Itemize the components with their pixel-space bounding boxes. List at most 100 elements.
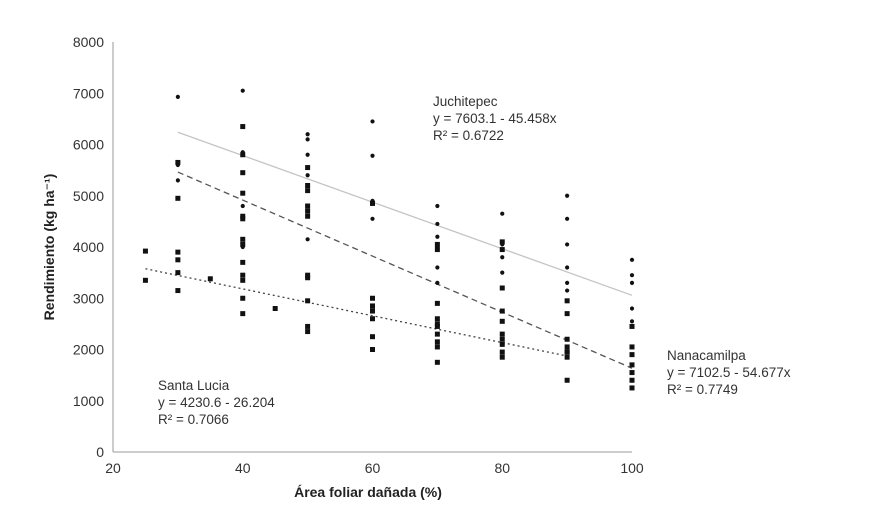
point-santa-lucia [142, 277, 148, 283]
point-juchitepec [305, 152, 310, 157]
point-juchitepec [500, 255, 505, 260]
point-nanacamilpa [564, 354, 570, 360]
point-juchitepec [629, 257, 635, 262]
point-juchitepec [435, 265, 440, 270]
y-tick-label: 7000 [73, 85, 104, 101]
point-nanacamilpa [240, 124, 246, 130]
y-tick-label: 1000 [73, 393, 104, 409]
y-tick-label: 6000 [73, 137, 104, 153]
point-santa-lucia [564, 349, 570, 355]
annotation-santa-lucia: Santa Lucia y = 4230.6 - 26.204 R² = 0.7… [158, 378, 275, 427]
point-nanacamilpa [370, 316, 375, 322]
x-axis-title: Área foliar dañada (%) [294, 484, 442, 500]
point-nanacamilpa [240, 277, 246, 283]
y-tick-label: 0 [96, 444, 104, 460]
annotation-nanacamilpa-name: Nanacamilpa [667, 348, 746, 363]
point-nanacamilpa [629, 352, 635, 358]
point-nanacamilpa [305, 188, 311, 194]
point-juchitepec [629, 273, 635, 278]
point-nanacamilpa [564, 311, 570, 317]
point-nanacamilpa [370, 200, 375, 206]
point-nanacamilpa [499, 341, 505, 347]
annotation-juchitepec-r2: R² = 0.6722 [433, 128, 504, 143]
point-nanacamilpa [370, 334, 375, 340]
x-tick-label: 80 [494, 460, 510, 476]
point-nanacamilpa [175, 270, 181, 276]
point-nanacamilpa [370, 347, 375, 352]
axes [112, 42, 632, 453]
point-nanacamilpa [499, 318, 505, 324]
point-juchitepec [305, 237, 310, 242]
point-juchitepec [305, 173, 310, 178]
y-tick-label: 2000 [73, 342, 104, 358]
annotation-juchitepec: Juchitepec y = 7603.1 - 45.458x R² = 0.6… [433, 94, 557, 143]
point-nanacamilpa [240, 170, 246, 176]
point-nanacamilpa [434, 300, 440, 306]
point-nanacamilpa [305, 203, 311, 209]
annotation-santa-lucia-name: Santa Lucia [158, 378, 230, 393]
point-nanacamilpa [175, 288, 181, 294]
point-juchitepec [305, 132, 310, 137]
point-nanacamilpa [240, 272, 246, 278]
y-axis-title: Rendimiento (kg ha⁻¹) [41, 174, 57, 321]
point-nanacamilpa [240, 241, 246, 247]
point-nanacamilpa [629, 370, 635, 376]
point-santa-lucia [499, 336, 505, 342]
point-nanacamilpa [499, 247, 505, 253]
point-nanacamilpa [305, 183, 311, 188]
point-nanacamilpa [629, 377, 635, 383]
point-nanacamilpa [499, 331, 505, 337]
x-tick-label: 40 [235, 460, 251, 476]
point-nanacamilpa [305, 208, 311, 214]
point-nanacamilpa [434, 344, 440, 350]
tick-labels: 0 1000 2000 3000 4000 5000 6000 7000 8000 20 40 60 8… [73, 34, 644, 476]
point-nanacamilpa [434, 331, 440, 337]
point-juchitepec [175, 94, 180, 99]
point-nanacamilpa [434, 247, 440, 253]
x-tick-label: 100 [620, 460, 644, 476]
point-nanacamilpa [629, 385, 635, 391]
point-nanacamilpa [305, 275, 311, 281]
point-nanacamilpa [175, 249, 181, 255]
point-juchitepec [500, 270, 505, 275]
point-nanacamilpa [434, 339, 440, 345]
point-nanacamilpa [434, 323, 440, 329]
point-nanacamilpa [629, 323, 635, 329]
point-juchitepec [565, 216, 570, 221]
y-tick-label: 5000 [73, 188, 104, 204]
point-nanacamilpa [370, 295, 375, 301]
y-tick-label: 3000 [73, 290, 104, 306]
point-nanacamilpa [564, 298, 570, 304]
x-tick-label: 20 [105, 460, 121, 476]
point-juchitepec [565, 265, 570, 270]
point-juchitepec [565, 193, 570, 198]
point-nanacamilpa [499, 285, 505, 291]
point-nanacamilpa [305, 165, 311, 171]
point-juchitepec [435, 234, 440, 239]
point-santa-lucia [207, 276, 213, 282]
point-nanacamilpa [499, 354, 505, 360]
trend-line-juchitepec [177, 131, 633, 296]
point-juchitepec [175, 178, 180, 183]
point-juchitepec [370, 216, 375, 221]
point-nanacamilpa [240, 259, 246, 265]
point-juchitepec [565, 280, 570, 285]
point-nanacamilpa [499, 308, 505, 314]
point-juchitepec [435, 280, 440, 285]
point-santa-lucia [370, 303, 375, 309]
point-nanacamilpa [499, 239, 505, 245]
point-nanacamilpa [305, 272, 311, 278]
point-nanacamilpa [305, 298, 311, 304]
point-juchitepec [240, 203, 245, 209]
point-nanacamilpa [175, 159, 181, 165]
point-nanacamilpa [434, 359, 440, 365]
point-nanacamilpa [240, 216, 246, 222]
point-nanacamilpa [629, 362, 635, 368]
point-nanacamilpa [564, 336, 570, 342]
point-nanacamilpa [499, 349, 505, 355]
y-tick-label: 4000 [73, 239, 104, 255]
annotation-juchitepec-equation: y = 7603.1 - 45.458x [433, 111, 557, 126]
point-juchitepec [629, 306, 635, 311]
point-nanacamilpa [434, 241, 440, 247]
